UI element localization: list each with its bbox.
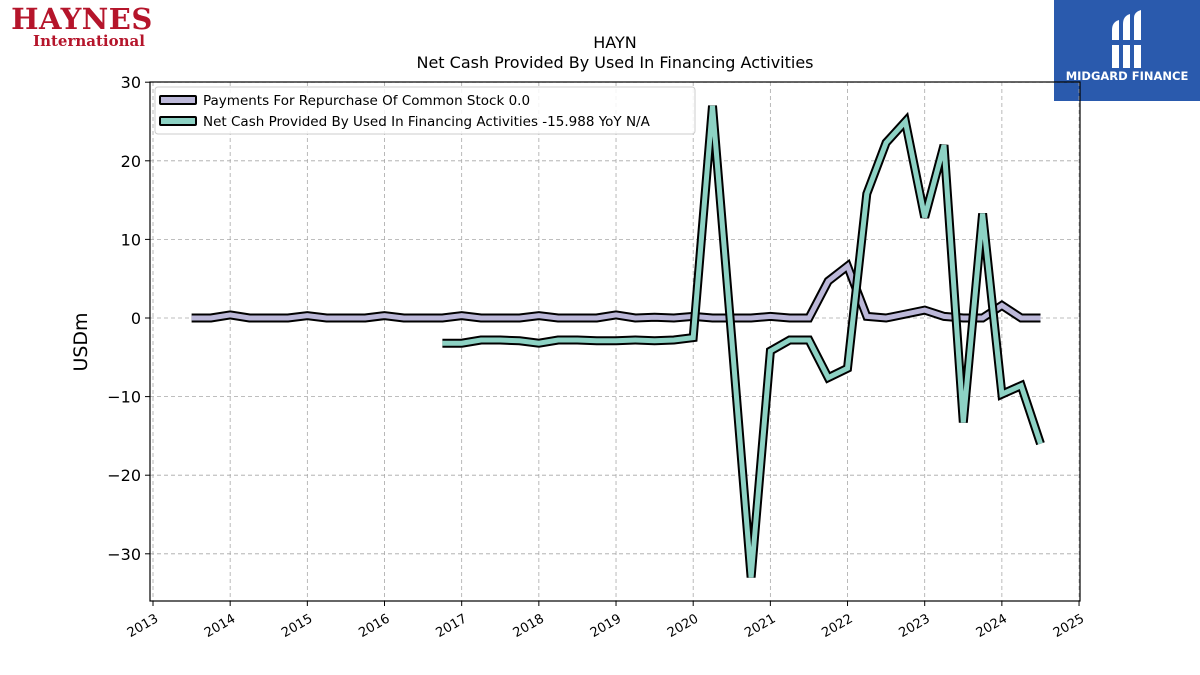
chart-subtitle: Net Cash Provided By Used In Financing A…: [416, 53, 813, 72]
legend: Payments For Repurchase Of Common Stock …: [154, 86, 696, 135]
y-tick-label: 30: [121, 73, 141, 92]
midgard-logo-text: MIDGARD FINANCE: [1065, 69, 1189, 83]
grid-lines: [150, 81, 1080, 601]
x-tick-label: 2015: [279, 611, 315, 641]
y-tick-label: 0: [131, 309, 141, 328]
haynes-logo-wordmark: HAYNES: [11, 2, 153, 36]
y-tick-label: 20: [121, 152, 141, 171]
x-tick-label: 2017: [434, 611, 470, 641]
x-tick-label: 2013: [125, 611, 161, 641]
series-lines: [191, 105, 1045, 578]
y-tick-label: −10: [107, 388, 141, 407]
midgard-logo-icon: [1110, 10, 1144, 68]
x-tick-label: 2021: [742, 611, 778, 641]
x-tick-label: 2019: [588, 611, 624, 641]
legend-label-repurchase: Payments For Repurchase Of Common Stock …: [203, 93, 530, 109]
legend-swatch-financing: [159, 116, 197, 126]
legend-swatch-repurchase: [159, 95, 197, 105]
plot-frame: [149, 81, 1081, 602]
y-tick-label: −30: [107, 545, 141, 564]
y-tick-label: −20: [107, 466, 141, 485]
midgard-finance-logo: MIDGARD FINANCE: [1054, 0, 1200, 101]
x-tick-label: 2018: [511, 611, 547, 641]
y-axis: 30 20 10 0 −10 −20 −30: [107, 73, 150, 564]
x-tick-label: 2020: [665, 611, 701, 641]
legend-box: [154, 86, 696, 135]
x-tick-label: 2016: [356, 611, 392, 641]
x-tick-label: 2025: [1051, 611, 1087, 641]
x-tick-label: 2022: [819, 611, 855, 641]
chart-title: HAYN: [593, 33, 636, 52]
y-tick-label: 10: [121, 230, 141, 249]
series-line-repurchase: [191, 262, 1041, 321]
x-tick-label: 2014: [202, 611, 238, 641]
haynes-logo: HAYNES International: [4, 2, 160, 50]
x-axis: 2013 2014 2015 2016 2017 2018 2019 2020 2021 2022…: [125, 601, 1087, 641]
haynes-logo-subtitle: International: [33, 32, 145, 50]
x-tick-label: 2023: [897, 611, 933, 641]
x-tick-label: 2024: [974, 611, 1010, 641]
y-axis-label: USDm: [70, 312, 92, 371]
legend-label-financing: Net Cash Provided By Used In Financing A…: [203, 114, 651, 130]
series-line-financing: [442, 105, 1043, 578]
